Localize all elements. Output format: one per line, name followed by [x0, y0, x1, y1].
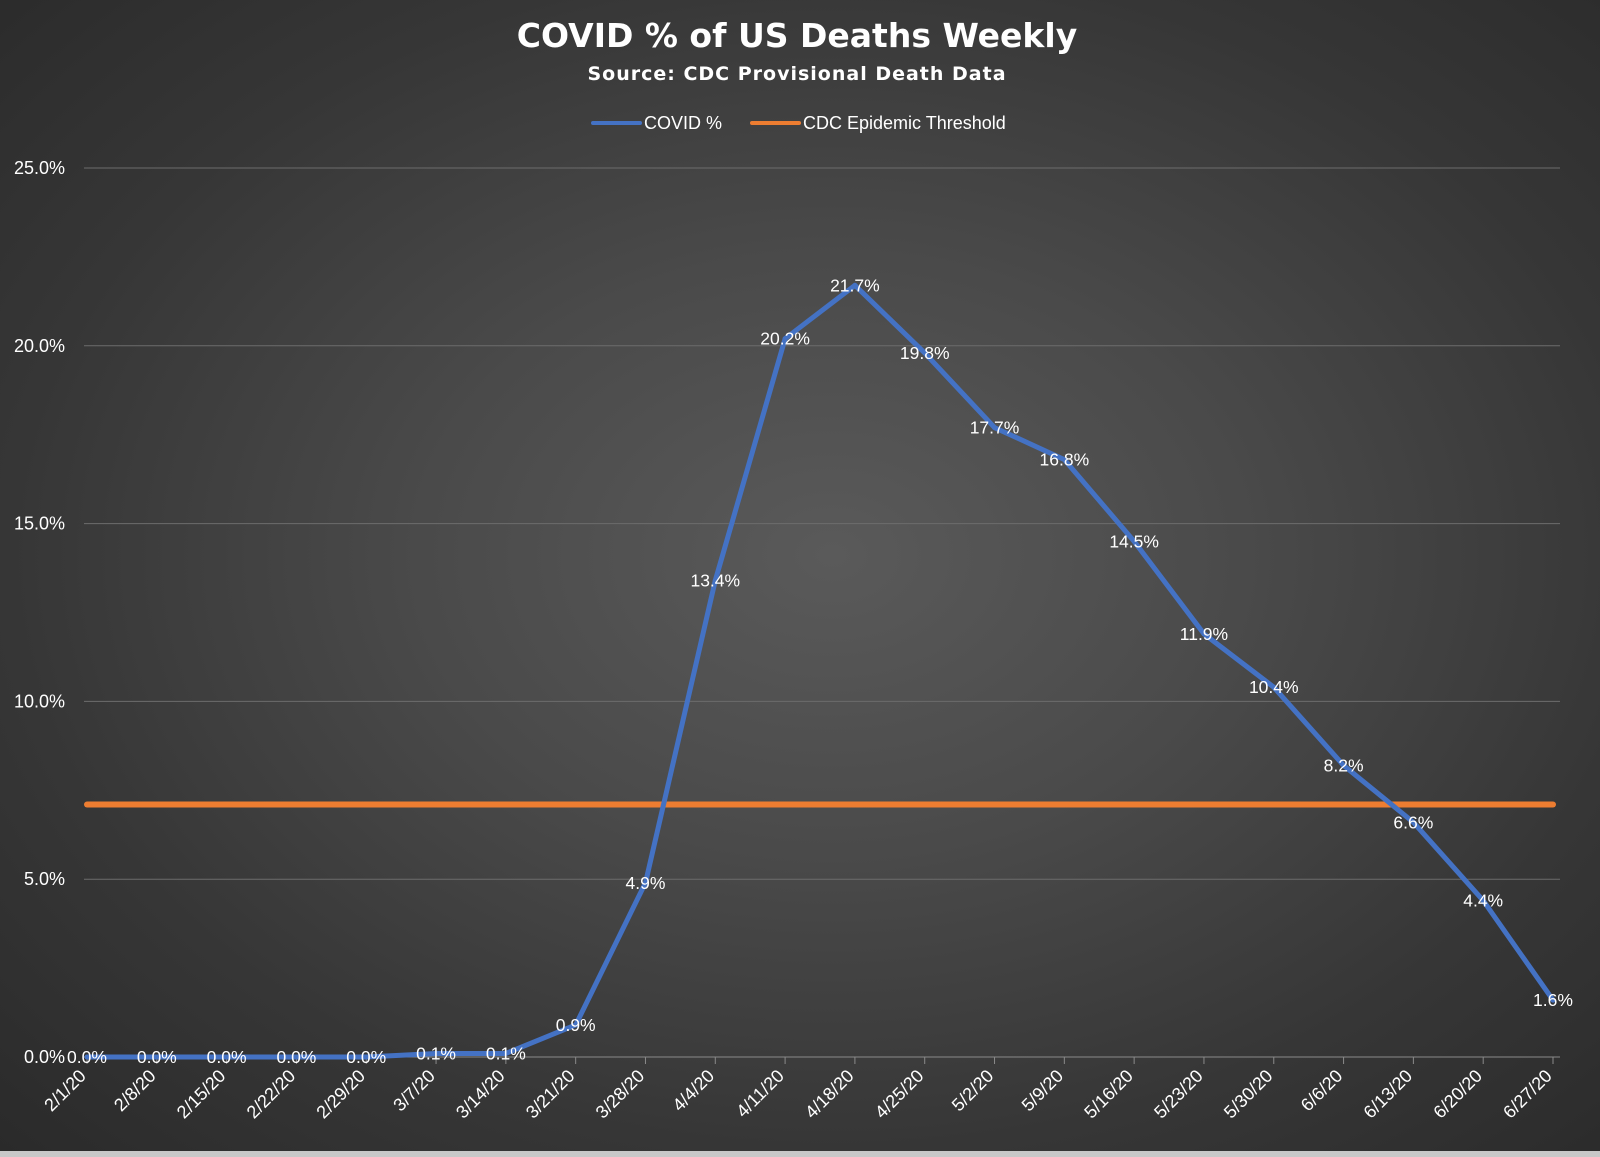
- data-label: 10.4%: [1249, 677, 1299, 697]
- y-tick-label: 20.0%: [14, 336, 65, 356]
- x-tick-label: 5/2/20: [948, 1066, 998, 1116]
- data-label: 6.6%: [1393, 812, 1433, 832]
- legend-label-threshold: CDC Epidemic Threshold: [803, 113, 1006, 133]
- data-point: [1131, 538, 1137, 544]
- data-label: 0.0%: [137, 1047, 177, 1067]
- data-label: 4.9%: [626, 873, 666, 893]
- data-label: 8.2%: [1324, 755, 1364, 775]
- x-tick-label: 2/29/20: [312, 1066, 369, 1123]
- data-point: [573, 1022, 579, 1028]
- x-tick-label: 4/4/20: [669, 1066, 719, 1116]
- x-tick-label: 3/14/20: [452, 1066, 509, 1123]
- chart-title: COVID % of US Deaths Weekly: [517, 16, 1077, 55]
- data-label: 0.0%: [346, 1047, 386, 1067]
- series-line-covid: [84, 282, 1556, 1060]
- x-tick-label: 3/21/20: [522, 1066, 579, 1123]
- data-label: 0.0%: [276, 1047, 316, 1067]
- legend-label-covid: COVID %: [644, 113, 722, 133]
- x-tick-label: 3/28/20: [592, 1066, 649, 1123]
- y-tick-label: 0.0%: [24, 1047, 65, 1067]
- data-point: [433, 1050, 439, 1056]
- data-label: 19.8%: [900, 343, 950, 363]
- x-tick-label: 4/11/20: [732, 1066, 788, 1122]
- data-point: [1550, 997, 1556, 1003]
- x-tick-label: 6/20/20: [1429, 1066, 1486, 1123]
- legend: COVID % CDC Epidemic Threshold: [591, 113, 1006, 133]
- data-point: [224, 1054, 230, 1060]
- data-point: [712, 577, 718, 583]
- data-label: 11.9%: [1180, 624, 1228, 644]
- y-tick-label: 15.0%: [14, 514, 65, 534]
- data-point: [782, 336, 788, 342]
- data-point: [642, 880, 648, 886]
- x-axis-ticks: 2/1/20 2/8/20 2/15/20 2/22/20 2/29/20 3/7/20 3…: [40, 1057, 1556, 1122]
- x-tick-label: 2/15/20: [173, 1066, 230, 1123]
- series-lines: [84, 282, 1556, 1060]
- data-point: [363, 1054, 369, 1060]
- x-tick-label: 6/13/20: [1360, 1066, 1417, 1123]
- data-label: 1.6%: [1533, 990, 1573, 1010]
- x-tick-label: 4/25/20: [871, 1066, 928, 1123]
- data-point: [1061, 457, 1067, 463]
- x-tick-label: 5/23/20: [1150, 1066, 1207, 1123]
- data-label: 0.1%: [416, 1043, 456, 1063]
- y-axis-ticks: 0.0% 5.0% 10.0% 15.0% 20.0% 25.0%: [14, 158, 65, 1067]
- data-point: [1410, 819, 1416, 825]
- data-point: [1271, 684, 1277, 690]
- x-tick-label: 5/16/20: [1080, 1066, 1137, 1123]
- data-point: [293, 1054, 299, 1060]
- data-point: [992, 425, 998, 431]
- x-tick-label: 2/22/20: [243, 1066, 300, 1123]
- data-point: [852, 282, 858, 288]
- data-label: 20.2%: [760, 329, 810, 349]
- data-label: 16.8%: [1040, 450, 1090, 470]
- x-tick-label: 5/9/20: [1018, 1066, 1068, 1116]
- data-label: 0.0%: [207, 1047, 247, 1067]
- data-point: [154, 1054, 160, 1060]
- x-tick-label: 6/27/20: [1499, 1066, 1556, 1123]
- data-label: 21.7%: [830, 275, 880, 295]
- x-tick-label: 2/8/20: [110, 1066, 160, 1116]
- gridlines: [84, 167, 1560, 1058]
- data-label: 0.0%: [67, 1047, 107, 1067]
- data-label: 13.4%: [690, 570, 740, 590]
- data-point: [1201, 631, 1207, 637]
- bottom-edge: [0, 1151, 1600, 1157]
- data-point: [1480, 898, 1486, 904]
- chart-subtitle: Source: CDC Provisional Death Data: [587, 63, 1006, 85]
- x-tick-label: 6/6/20: [1297, 1066, 1347, 1116]
- y-tick-label: 25.0%: [14, 158, 65, 178]
- data-labels: 0.0% 0.0% 0.0% 0.0% 0.0% 0.1% 0.1% 0.9% 4.9% 13.4…: [67, 275, 1573, 1067]
- data-label: 14.5%: [1109, 531, 1159, 551]
- data-label: 0.1%: [486, 1043, 526, 1063]
- data-point: [503, 1050, 509, 1056]
- y-tick-label: 5.0%: [24, 869, 65, 889]
- y-tick-label: 10.0%: [14, 691, 65, 711]
- x-tick-label: 5/30/20: [1220, 1066, 1277, 1123]
- data-label: 0.9%: [556, 1015, 596, 1035]
- data-label: 4.4%: [1463, 891, 1503, 911]
- x-tick-label: 4/18/20: [801, 1066, 858, 1123]
- data-label: 17.7%: [970, 418, 1020, 438]
- x-tick-label: 2/1/20: [40, 1066, 90, 1116]
- data-point: [1341, 762, 1347, 768]
- data-point: [84, 1054, 90, 1060]
- data-point: [922, 350, 928, 356]
- x-tick-label: 3/7/20: [389, 1066, 439, 1116]
